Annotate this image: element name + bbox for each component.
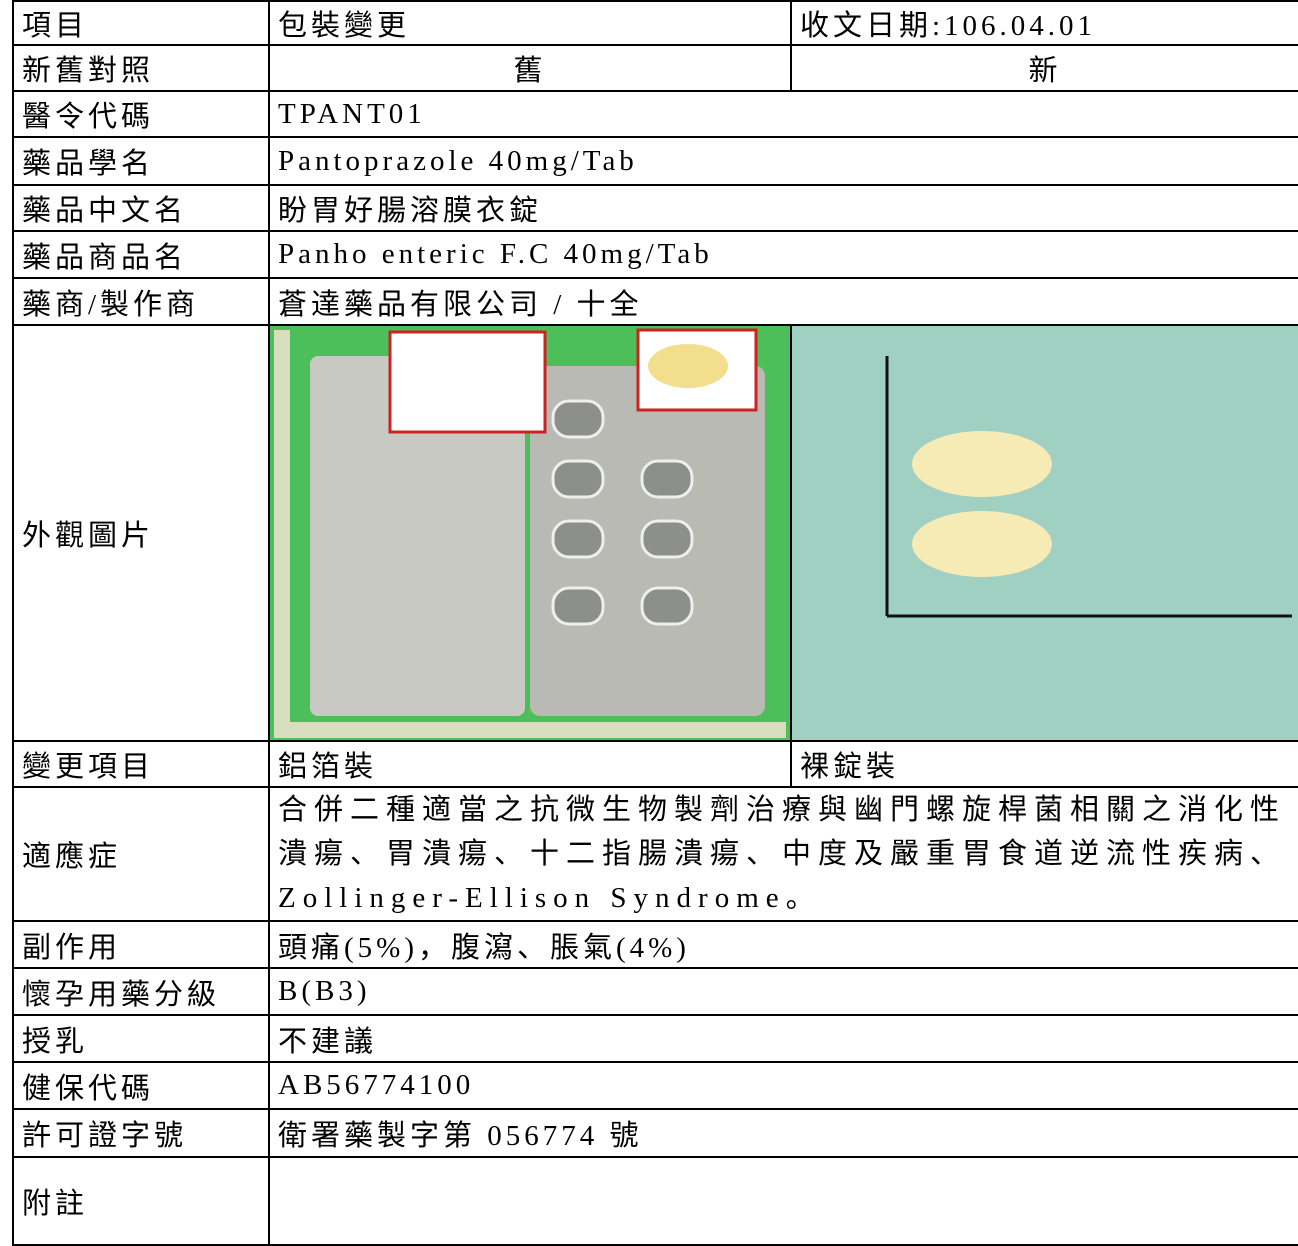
cell-value: 鋁箔裝 [268, 740, 792, 788]
table-row: 藥品學名 Pantoprazole 40mg/Tab [12, 136, 1298, 186]
cell-value: 裸錠裝 [790, 740, 1298, 788]
row-label: 健保代碼 [12, 1061, 270, 1110]
table-row: 藥品中文名 盼胃好腸溶膜衣錠 [12, 184, 1298, 232]
table-row: 健保代碼 AB56774100 [12, 1061, 1298, 1110]
cell-value: 盼胃好腸溶膜衣錠 [268, 184, 1298, 232]
cell-value: 包裝變更 [268, 0, 792, 46]
table-row: 副作用 頭痛(5%)，腹瀉、脹氣(4%) [12, 920, 1298, 969]
cell-value: 合併二種適當之抗微生物製劑治療與幽門螺旋桿菌相關之消化性潰瘍、胃潰瘍、十二指腸潰… [268, 786, 1298, 922]
row-label: 藥品學名 [12, 136, 270, 186]
row-label: 藥商/製作商 [12, 277, 270, 326]
blister-photo [271, 327, 789, 739]
cell-value: 不建議 [268, 1014, 1298, 1063]
row-label: 懷孕用藥分級 [12, 967, 270, 1016]
page-body: 項目 包裝變更 收文日期:106.04.01 新舊對照舊新醫令代碼 TPANT01 藥品學… [12, 0, 1298, 1246]
table-row: 新舊對照舊新 [12, 44, 1298, 92]
row-label: 項目 [12, 0, 270, 46]
cell-value: AB56774100 [268, 1061, 1298, 1110]
table-row: 懷孕用藥分級 B(B3) [12, 967, 1298, 1016]
row-label: 醫令代碼 [12, 90, 270, 138]
cell-value: Pantoprazole 40mg/Tab [268, 136, 1298, 186]
cell-value: 舊 [268, 44, 792, 92]
cell-value: 頭痛(5%)，腹瀉、脹氣(4%) [268, 920, 1298, 969]
cell-value: B(B3) [268, 967, 1298, 1016]
drug-table: 項目 包裝變更 收文日期:106.04.01 新舊對照舊新醫令代碼 TPANT01 藥品學… [12, 0, 1298, 1246]
row-label: 適應症 [12, 786, 270, 922]
row-label: 附註 [12, 1156, 270, 1246]
table-row: 許可證字號 衛署藥製字第 056774 號 [12, 1108, 1298, 1158]
table-row: 藥商/製作商 蒼達藥品有限公司 / 十全 [12, 277, 1298, 326]
cell-value: Panho enteric F.C 40mg/Tab [268, 230, 1298, 279]
table-row: 藥品商品名 Panho enteric F.C 40mg/Tab [12, 230, 1298, 279]
cell-value: 蒼達藥品有限公司 / 十全 [268, 277, 1298, 326]
empty-cell [268, 1156, 1298, 1246]
row-label: 許可證字號 [12, 1108, 270, 1158]
table-row: 項目 包裝變更 收文日期:106.04.01 [12, 0, 1298, 46]
row-label: 授乳 [12, 1014, 270, 1063]
row-label: 新舊對照 [12, 44, 270, 92]
table-body: 項目 包裝變更 收文日期:106.04.01 新舊對照舊新醫令代碼 TPANT01 藥品學… [12, 0, 1298, 1246]
table-row: 醫令代碼 TPANT01 [12, 90, 1298, 138]
photo-cell [790, 324, 1298, 742]
page: {"table": {"rows": [ ["項目", "包裝變更", "收文日… [12, 0, 1298, 1246]
cell-value: 收文日期:106.04.01 [790, 0, 1298, 46]
row-label: 藥品中文名 [12, 184, 270, 232]
row-label: 副作用 [12, 920, 270, 969]
tablet-photo [793, 327, 1297, 739]
cell-value: TPANT01 [268, 90, 1298, 138]
photo-cell [268, 324, 792, 742]
table-row: 適應症 合併二種適當之抗微生物製劑治療與幽門螺旋桿菌相關之消化性潰瘍、胃潰瘍、十二… [12, 786, 1298, 922]
table-row: 授乳 不建議 [12, 1014, 1298, 1063]
cell-value: 新 [790, 44, 1298, 92]
row-label: 外觀圖片 [12, 324, 270, 742]
row-label: 變更項目 [12, 740, 270, 788]
cell-value: 衛署藥製字第 056774 號 [268, 1108, 1298, 1158]
table-row: 變更項目 鋁箔裝 裸錠裝 [12, 740, 1298, 788]
row-label: 藥品商品名 [12, 230, 270, 279]
table-row: 附註 [12, 1156, 1298, 1246]
table-row: 外觀圖片 [12, 324, 1298, 742]
